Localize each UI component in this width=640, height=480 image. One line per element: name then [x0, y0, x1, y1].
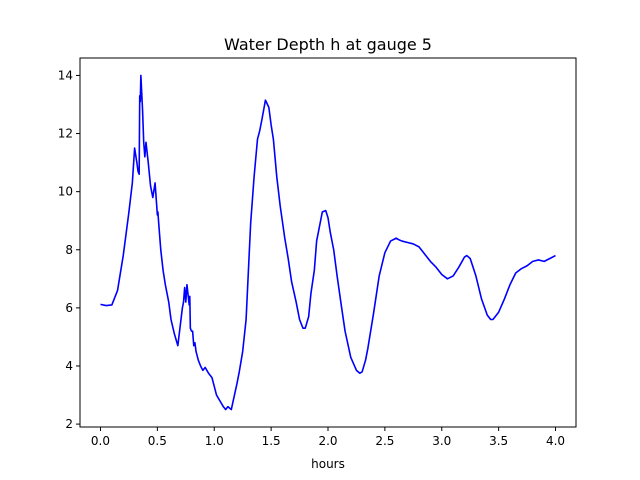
x-tick-label: 0.0 [91, 434, 110, 448]
x-tick-label: 3.0 [432, 434, 451, 448]
x-tick-label: 1.0 [205, 434, 224, 448]
x-tick-label: 4.0 [546, 434, 565, 448]
x-axis-label: hours [311, 457, 345, 471]
y-tick-label: 4 [65, 359, 73, 373]
y-tick-label: 12 [58, 127, 73, 141]
x-tick-label: 3.5 [489, 434, 508, 448]
x-tick-label: 2.0 [318, 434, 337, 448]
y-tick-label: 14 [58, 68, 73, 82]
x-tick-label: 1.5 [262, 434, 281, 448]
y-tick-label: 2 [65, 417, 73, 431]
axes-frame [79, 57, 577, 428]
y-tick-label: 6 [65, 301, 73, 315]
x-tick-label: 0.5 [148, 434, 167, 448]
y-tick-label: 10 [58, 185, 73, 199]
x-tick-label: 2.5 [375, 434, 394, 448]
chart-title: Water Depth h at gauge 5 [224, 35, 432, 54]
y-tick-label: 8 [65, 243, 73, 257]
plot-area: 0.0 0.5 1.0 1.5 2.0 2.5 3.0 3.5 4.0 2 4 6 8 10 12 14 [58, 57, 577, 448]
series-line-0 [100, 74, 556, 411]
